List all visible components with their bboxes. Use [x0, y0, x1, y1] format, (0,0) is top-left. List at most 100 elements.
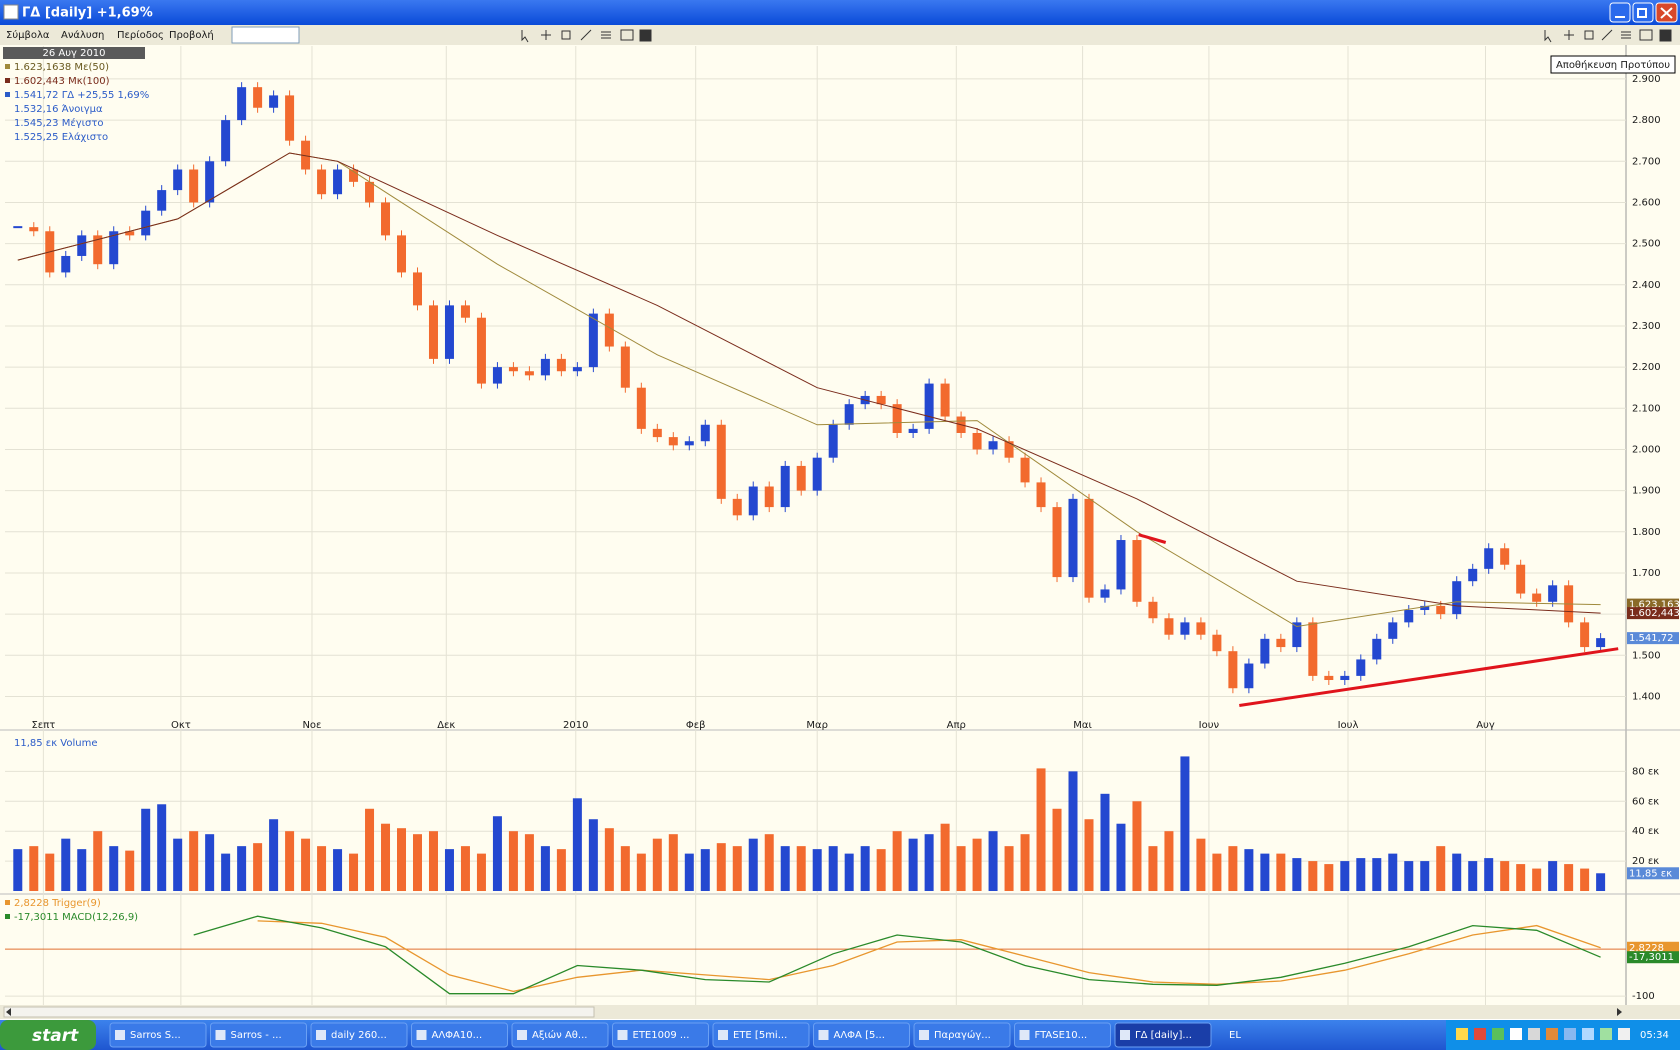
candle	[876, 395, 886, 405]
volume-bar	[972, 838, 982, 891]
task-label[interactable]: ΑΛΦΑ [5...	[834, 1030, 885, 1041]
legend-swatch	[5, 92, 10, 97]
candle	[1388, 622, 1398, 639]
volume-bar	[285, 831, 295, 891]
volume-bar	[1340, 861, 1350, 891]
candle	[1244, 663, 1254, 689]
task-icon	[718, 1030, 728, 1040]
candle	[748, 486, 758, 516]
y-tick-label: 2.300	[1632, 321, 1661, 332]
value-tag	[1627, 607, 1679, 620]
volume-bar	[1260, 853, 1270, 891]
task-button[interactable]	[411, 1022, 508, 1048]
volume-bar	[1100, 793, 1110, 891]
legend-entry: 1.525,25 Ελάχιστο	[14, 131, 108, 143]
task-label[interactable]: Παραγώγ...	[934, 1029, 991, 1041]
volume-bar	[301, 838, 311, 891]
task-button[interactable]	[712, 1022, 810, 1048]
candle	[428, 305, 438, 359]
candle	[684, 441, 694, 446]
restore-button[interactable]	[1632, 2, 1654, 23]
task-button[interactable]	[1014, 1022, 1111, 1048]
candle	[1500, 548, 1510, 565]
volume-bar	[748, 838, 758, 891]
value-tag-label: 1.623,163	[1629, 600, 1680, 611]
volume-bar	[1372, 858, 1382, 891]
menu-item[interactable]: Προβολή	[169, 29, 214, 41]
volume-bar	[1548, 861, 1558, 891]
date-box	[3, 47, 145, 59]
candle	[301, 140, 311, 170]
candle	[492, 367, 502, 384]
task-label[interactable]: Sarros - ...	[231, 1030, 282, 1041]
candle	[189, 169, 199, 203]
y-tick-label: 40 εκ	[1632, 826, 1659, 837]
legend-swatch	[5, 914, 10, 919]
task-button[interactable]	[1114, 1022, 1212, 1048]
volume-bar	[1356, 858, 1366, 891]
task-label[interactable]: Αξιών Αθ...	[532, 1029, 587, 1041]
candle	[1324, 675, 1334, 681]
task-label[interactable]: FTASE10...	[1035, 1030, 1088, 1041]
symbol-input[interactable]	[231, 26, 300, 44]
volume-bar	[1500, 861, 1510, 891]
task-button[interactable]	[310, 1022, 408, 1048]
window-title: ΓΔ [daily] +1,69%	[22, 6, 153, 21]
task-label[interactable]: ΓΔ [daily]...	[1135, 1030, 1192, 1041]
menu-item[interactable]: Περίοδος	[117, 29, 164, 41]
menu-item[interactable]: Ανάλυση	[61, 29, 104, 41]
task-label[interactable]: Sarros S...	[130, 1030, 181, 1041]
task-button[interactable]	[813, 1022, 910, 1048]
candle	[333, 169, 343, 195]
candle	[77, 235, 87, 256]
task-button[interactable]	[210, 1022, 307, 1048]
volume-bar	[269, 819, 279, 891]
chart-background	[0, 45, 1680, 1005]
volume-bar	[892, 831, 902, 891]
volume-bar	[476, 853, 486, 891]
candle	[61, 255, 71, 273]
task-button[interactable]	[109, 1022, 207, 1048]
x-tick-label: Απρ	[947, 720, 966, 731]
candle	[524, 371, 534, 376]
task-label[interactable]: ΕΤΕ1009 ...	[633, 1030, 690, 1041]
value-tag	[1627, 941, 1679, 954]
legend-entry: -17,3011 MACD(12,26,9)	[14, 912, 138, 923]
menu-item[interactable]: Σύμβολα	[6, 29, 50, 41]
volume-bar	[253, 843, 263, 891]
candle	[1148, 601, 1158, 619]
task-label[interactable]: ΕΤΕ [5mi...	[733, 1030, 787, 1041]
legend-swatch	[5, 78, 10, 83]
candle	[285, 95, 295, 141]
candle	[508, 367, 518, 372]
candle	[1468, 568, 1478, 582]
task-icon	[416, 1030, 427, 1040]
start-button[interactable]	[0, 1020, 96, 1050]
task-button[interactable]	[612, 1022, 709, 1048]
candle	[1372, 638, 1382, 660]
candle	[1100, 589, 1110, 598]
scroll-thumb[interactable]	[3, 1006, 595, 1018]
task-button[interactable]	[511, 1022, 609, 1048]
volume-bar	[1116, 823, 1126, 891]
volume-bar	[1580, 868, 1590, 891]
candle	[796, 465, 806, 491]
task-label[interactable]: ΑΛΦΑ10...	[432, 1030, 483, 1041]
task-label[interactable]: daily 260...	[331, 1030, 387, 1041]
task-button[interactable]	[913, 1022, 1011, 1048]
candle	[1180, 622, 1190, 635]
candle	[1132, 540, 1142, 602]
start-label[interactable]: start	[32, 1026, 79, 1046]
volume-bar	[1228, 846, 1238, 891]
minimize-button[interactable]	[1609, 2, 1631, 23]
x-tick-label: Ιουν	[1199, 720, 1220, 731]
candle	[365, 181, 375, 203]
candle	[253, 87, 263, 108]
volume-bar	[908, 838, 918, 891]
volume-bar	[1180, 756, 1190, 891]
volume-bar	[716, 843, 726, 891]
candle	[1580, 622, 1590, 648]
volume-bar	[1324, 864, 1334, 891]
candle	[1164, 618, 1174, 635]
candle	[125, 231, 135, 236]
